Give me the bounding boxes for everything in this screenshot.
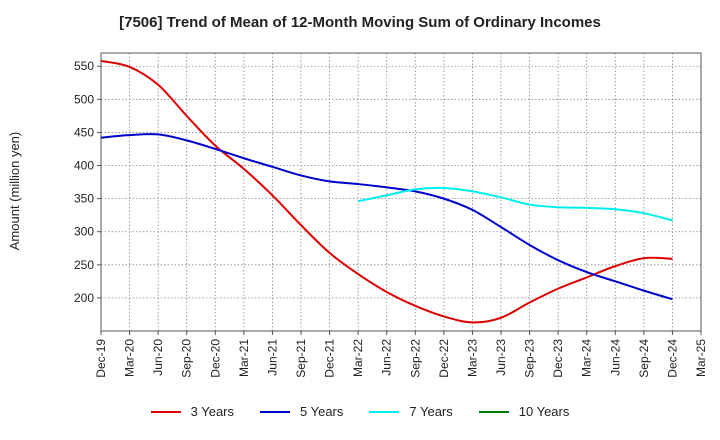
x-tick-label: Sep-22 (408, 339, 422, 378)
legend-swatch (260, 410, 290, 413)
y-tick-label: 500 (74, 92, 94, 106)
x-tick-label: Dec-24 (665, 339, 679, 378)
x-tick-label: Mar-24 (580, 339, 594, 377)
y-tick-label: 300 (74, 225, 94, 239)
y-axis-title: Amount (million yen) (7, 132, 22, 251)
x-tick-label: Dec-19 (94, 339, 108, 378)
chart-title: [7506] Trend of Mean of 12-Month Moving … (119, 14, 601, 31)
legend-item: 3 Years (150, 404, 234, 419)
y-tick-label: 200 (74, 291, 94, 305)
legend-label: 5 Years (300, 404, 344, 419)
x-tick-label: Dec-20 (208, 339, 222, 378)
legend: 3 Years 5 Years 7 Years 10 Years (0, 404, 720, 419)
legend-label: 3 Years (190, 404, 234, 419)
x-tick-label: Sep-23 (523, 339, 537, 378)
series-line-5-years (100, 133, 673, 301)
x-tick-label: Jun-23 (494, 339, 508, 376)
x-tick-label: Mar-21 (237, 339, 251, 377)
x-tick-label: Dec-23 (551, 339, 565, 378)
legend-swatch (150, 410, 181, 413)
x-tick-label: Sep-21 (294, 339, 308, 378)
y-tick-label: 550 (74, 59, 94, 73)
y-tick-label: 250 (74, 258, 94, 272)
plot-frame (100, 52, 702, 332)
x-tick-label: Mar-23 (465, 339, 479, 377)
series-line-3-years (100, 59, 673, 324)
x-tick-label: Jun-21 (265, 339, 279, 376)
legend-label: 7 Years (409, 404, 453, 419)
legend-label: 10 Years (518, 404, 570, 419)
x-tick-label: Mar-25 (694, 339, 708, 377)
x-tick-label: Sep-20 (180, 339, 194, 378)
x-tick-label: Jun-20 (151, 339, 165, 376)
grid-layer (101, 53, 701, 331)
x-tick-label: Mar-20 (123, 339, 137, 377)
legend-item: 10 Years (478, 404, 570, 419)
y-tick-label: 350 (74, 192, 94, 206)
x-tick-label: Dec-22 (437, 339, 451, 378)
x-tick-label: Jun-22 (380, 339, 394, 376)
series-line-7-years (357, 186, 673, 222)
series-layer (100, 59, 673, 324)
x-tick-label: Sep-24 (637, 339, 651, 378)
legend-swatch (478, 410, 509, 413)
x-tick-label: Jun-24 (608, 339, 622, 376)
legend-item: 7 Years (369, 404, 453, 419)
axis-layer: Dec-19 Mar-20 Jun-20 Sep-20 Dec-20 Mar-21 Jun-… (74, 52, 708, 378)
legend-swatch (369, 410, 400, 413)
y-tick-label: 450 (74, 125, 94, 139)
legend-item: 5 Years (260, 404, 343, 419)
x-tick-label: Mar-22 (351, 339, 365, 377)
x-tick-label: Dec-21 (323, 339, 337, 378)
y-tick-label: 400 (74, 159, 94, 173)
